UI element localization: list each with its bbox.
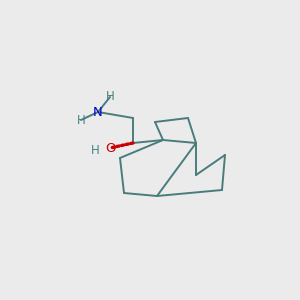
Text: H: H <box>76 113 85 127</box>
Text: O: O <box>105 142 115 154</box>
Text: N: N <box>93 106 103 118</box>
Text: H: H <box>106 91 114 103</box>
Text: H: H <box>91 143 99 157</box>
